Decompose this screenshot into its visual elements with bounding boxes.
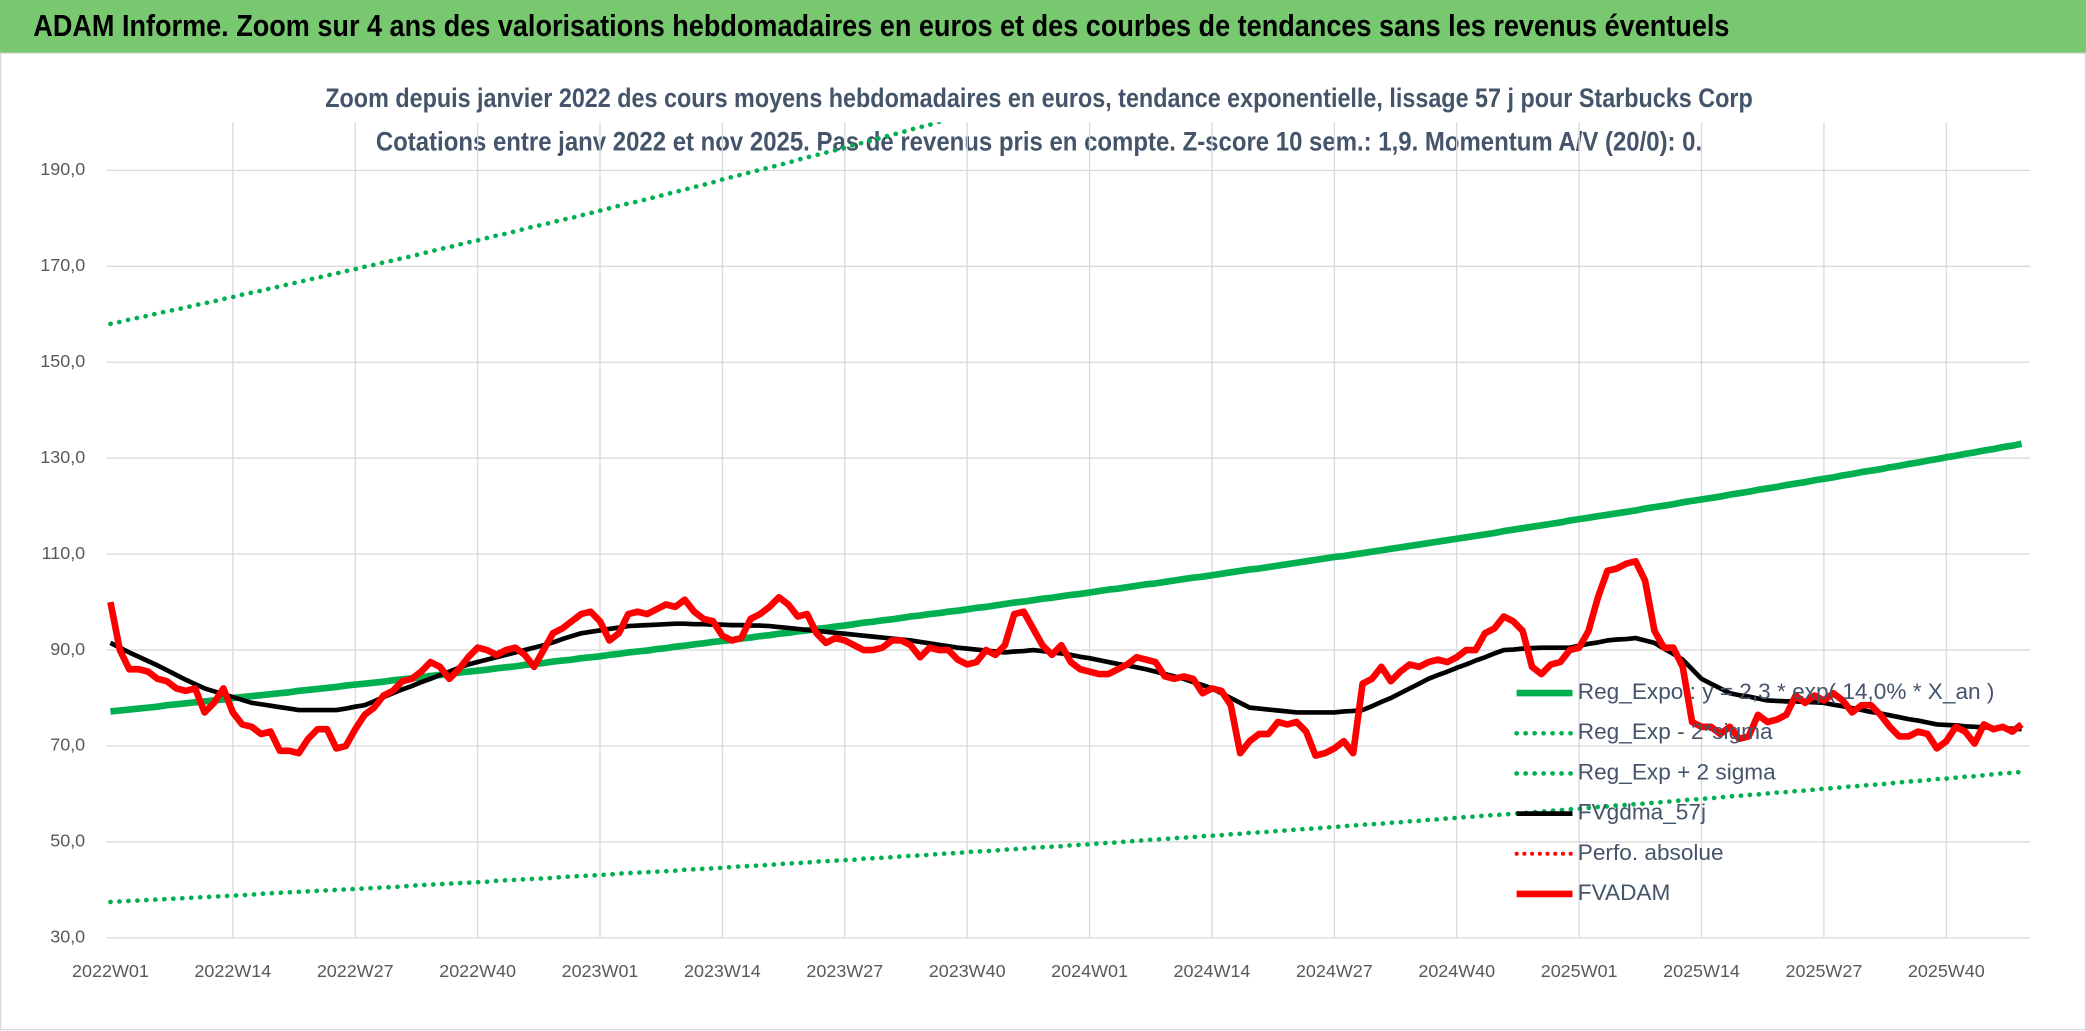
y-tick-label: 150,0 — [40, 351, 85, 371]
x-tick-label: 2024W01 — [1051, 961, 1128, 981]
x-tick-label: 2023W01 — [562, 961, 639, 981]
series-line — [110, 440, 2023, 715]
x-tick-label: 2022W14 — [194, 961, 271, 981]
x-tick-label: 2025W27 — [1786, 961, 1863, 981]
legend-label: Reg_Expo : y = 2,3 * exp( 14,0% * X_an ) — [1578, 679, 1995, 704]
legend-label: Perfo. absolue — [1578, 840, 1724, 865]
x-tick-label: 2024W14 — [1174, 961, 1251, 981]
chart-subtitle: Cotations entre janv 2022 et nov 2025. P… — [376, 127, 1702, 157]
y-tick-label: 30,0 — [50, 927, 85, 947]
legend-label: Reg_Exp + 2 sigma — [1578, 759, 1776, 784]
legend: Reg_Expo : y = 2,3 * exp( 14,0% * X_an )… — [1514, 679, 1995, 905]
page-title: ADAM Informe. Zoom sur 4 ans des valoris… — [33, 9, 1729, 43]
x-tick-label: 2022W27 — [317, 961, 394, 981]
y-tick-label: 50,0 — [50, 831, 85, 851]
x-tick-label: 2024W27 — [1296, 961, 1373, 981]
chart-subtitle: Zoom depuis janvier 2022 des cours moyen… — [325, 83, 1752, 113]
y-tick-label: 170,0 — [40, 255, 85, 275]
grid: 30,0 50,0 70,0 90,0 110,0 130,0 150,0 170,0 190,… — [40, 122, 2031, 981]
x-tick-label: 2023W27 — [806, 961, 883, 981]
y-tick-label: 130,0 — [40, 447, 85, 467]
plot-area — [107, 122, 2024, 905]
frame — [0, 52, 2086, 1031]
x-tick-label: 2024W40 — [1418, 961, 1495, 981]
legend-label: Reg_Exp - 2*sigma — [1578, 719, 1773, 744]
series-line — [108, 769, 2024, 905]
series-line — [107, 557, 2024, 759]
x-tick-label: 2022W40 — [439, 961, 516, 981]
legend-label: FVADAM — [1578, 880, 1671, 905]
y-tick-label: 70,0 — [50, 735, 85, 755]
x-tick-label: 2023W40 — [929, 961, 1006, 981]
banner — [0, 0, 2086, 54]
y-tick-label: 110,0 — [42, 543, 86, 563]
legend-label: FVgdma_57j — [1578, 800, 1706, 825]
y-tick-label: 190,0 — [40, 159, 85, 179]
x-tick-label: 2025W40 — [1908, 961, 1985, 981]
x-tick-label: 2025W01 — [1541, 961, 1618, 981]
y-tick-label: 90,0 — [50, 639, 85, 659]
x-tick-label: 2022W01 — [72, 961, 149, 981]
x-tick-label: 2025W14 — [1663, 961, 1740, 981]
x-tick-label: 2023W14 — [684, 961, 761, 981]
